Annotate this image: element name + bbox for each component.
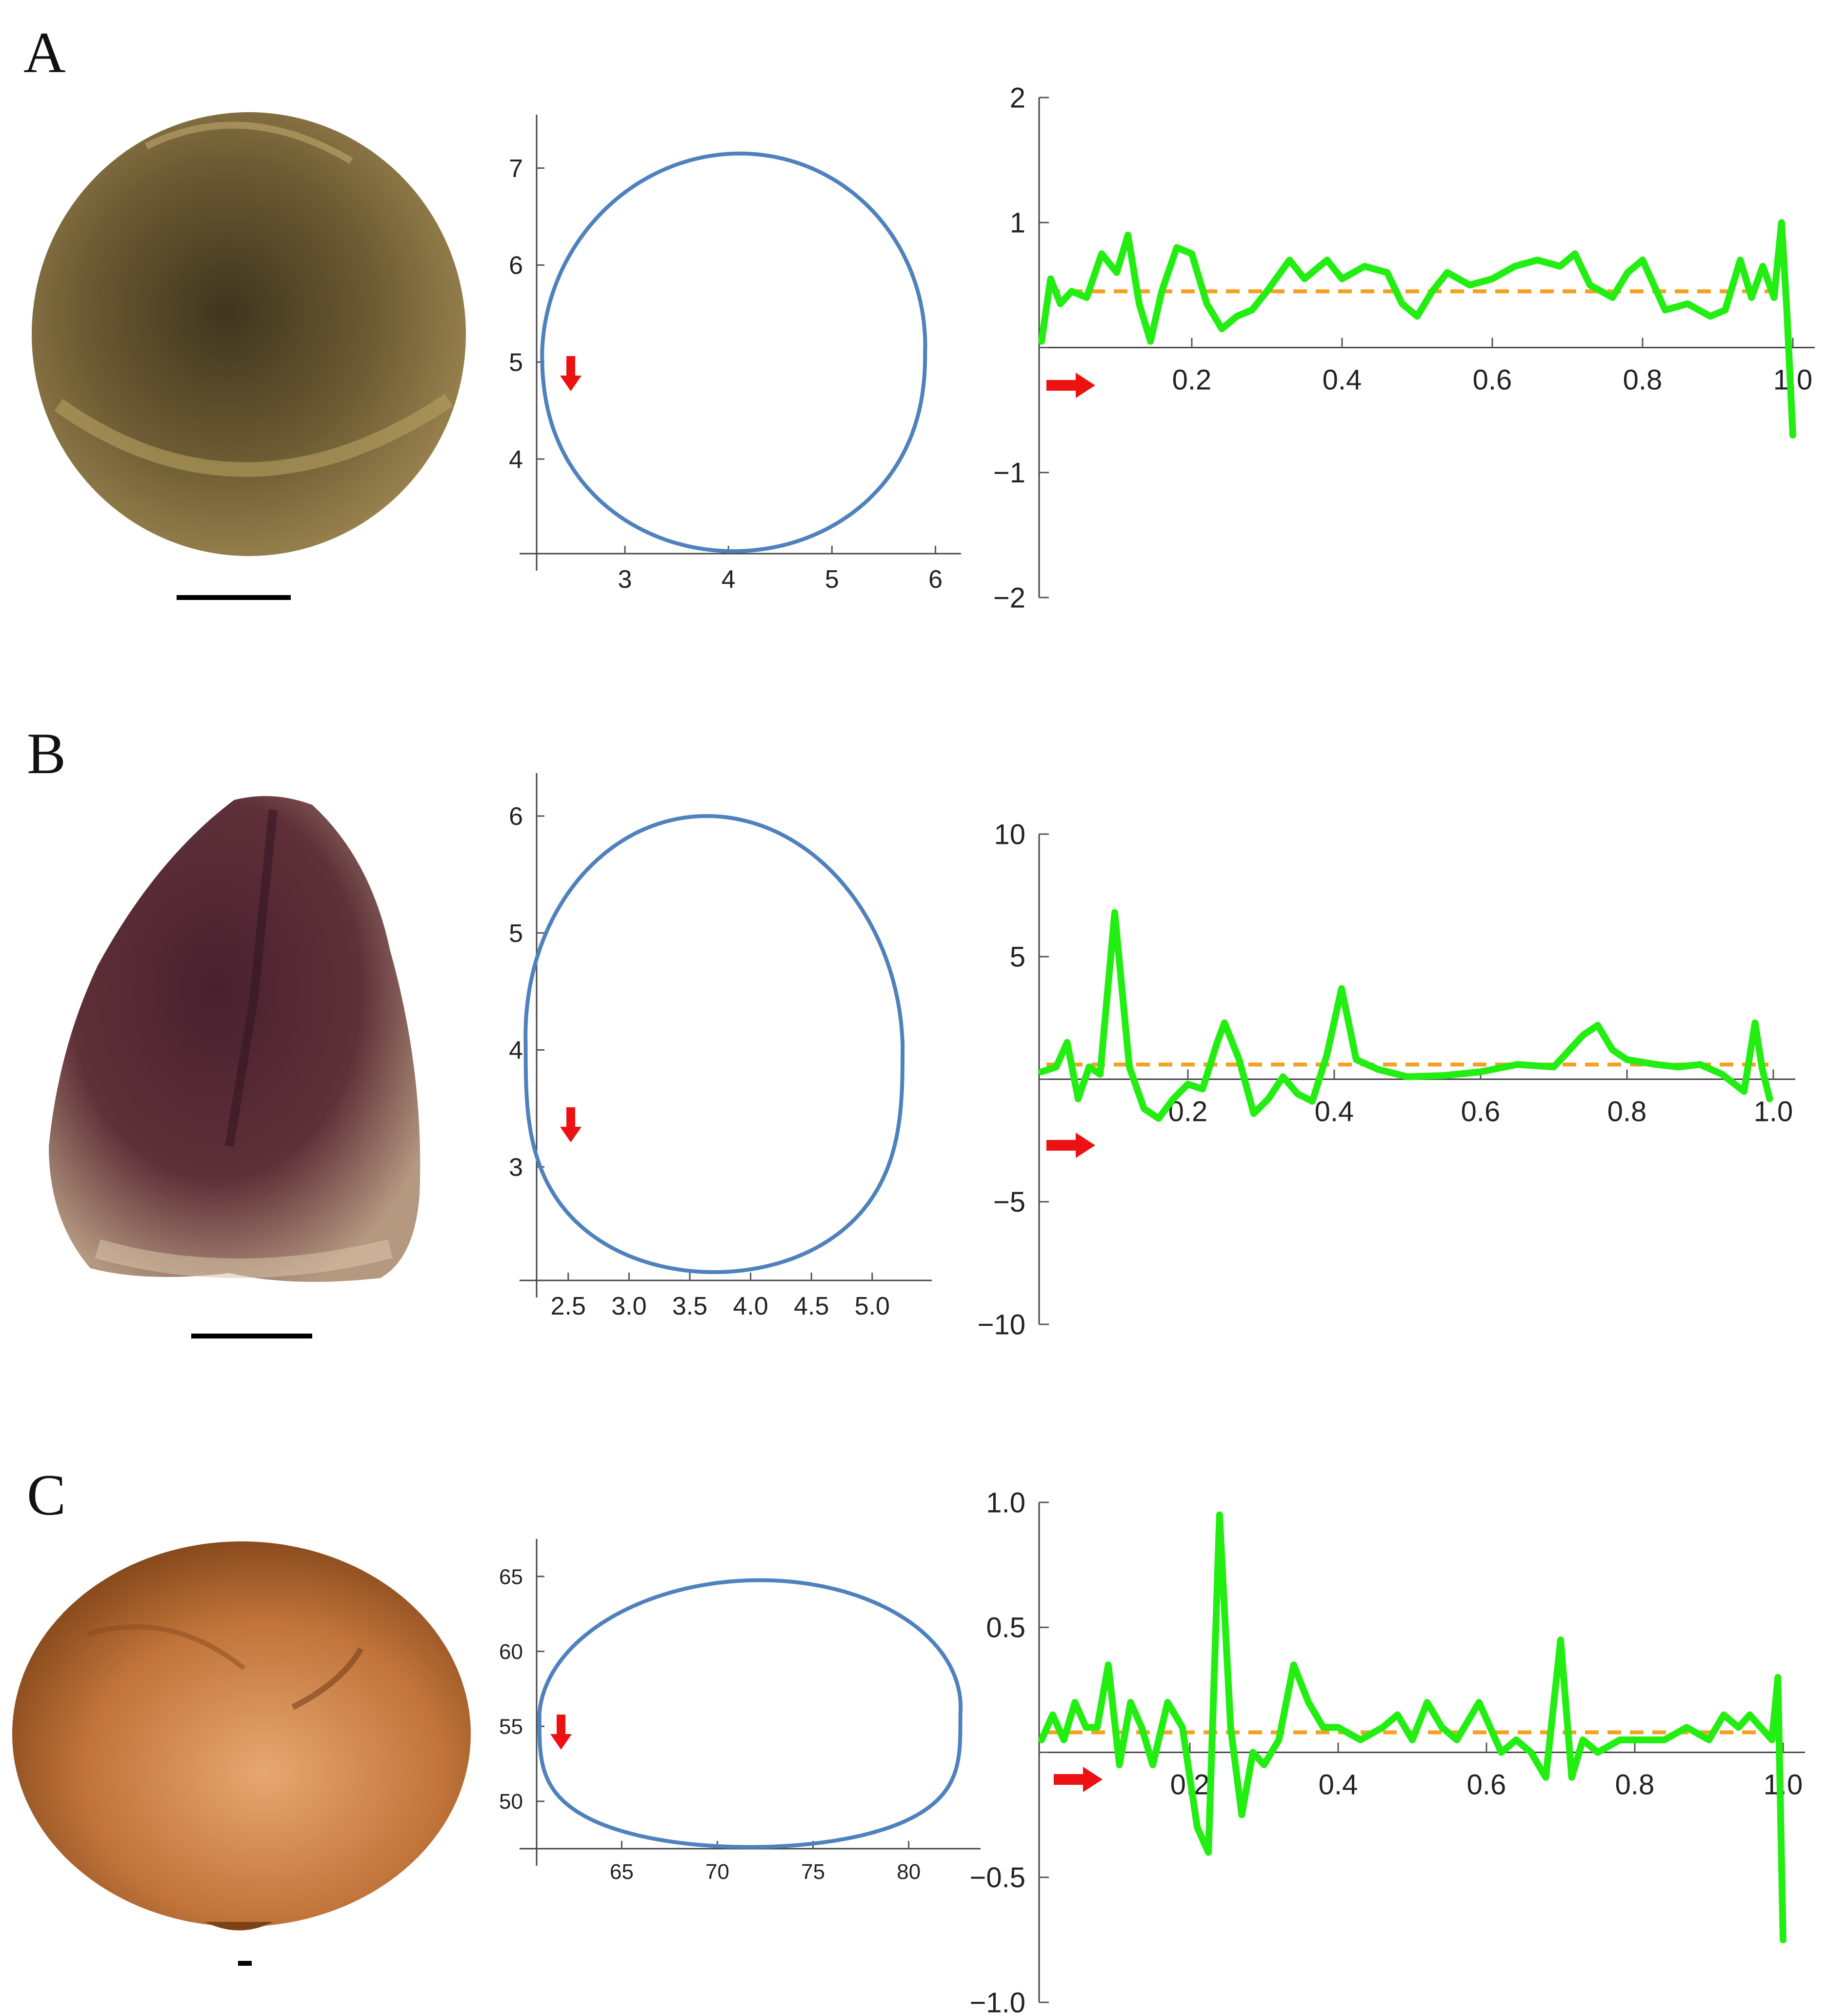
x-tick-label: 4 (722, 565, 736, 594)
y-tick-label: 4 (509, 445, 523, 474)
seed-outline-curve (537, 1578, 963, 1849)
x-tick-label: 4.5 (794, 1292, 829, 1320)
x-tick-label: 1.0 (1754, 1096, 1793, 1128)
x-tick-label: 5.0 (855, 1292, 890, 1320)
curvature-series-line (1038, 219, 1796, 439)
x-tick-label: 0.2 (1172, 364, 1212, 396)
red-arrow-right-icon (1046, 1133, 1095, 1158)
x-tick-label: 75 (801, 1860, 825, 1884)
x-tick-label: 2.5 (551, 1292, 586, 1320)
red-arrow-right-icon (1046, 373, 1095, 398)
seed-photo-c (12, 1541, 471, 1931)
curvature-plot-b: 105−5−100.2 0.4 0.6 0.8 1.0 (978, 818, 1795, 1340)
y-tick-label: 60 (499, 1640, 523, 1664)
x-tick-label: 3.5 (672, 1292, 707, 1320)
red-arrow-down-icon (560, 356, 582, 391)
outline-plot-a: 3 4 5 6 4 5 6 7 (509, 115, 961, 594)
y-tick-label: 2 (1010, 82, 1025, 114)
y-tick-label: 3 (509, 1153, 523, 1181)
x-tick-label: 3.0 (611, 1292, 646, 1320)
panel-label-a: A (23, 20, 66, 85)
outline-plot-b: 2.5 3.0 3.5 4.0 4.5 5.0 3 4 5 6 (509, 773, 932, 1320)
y-tick-label: 7 (509, 155, 523, 183)
y-tick-label: 4 (509, 1037, 523, 1065)
seed-photo-b (49, 796, 421, 1282)
y-tick-label: −2 (993, 582, 1025, 614)
x-tick-label: 4.0 (733, 1292, 768, 1320)
y-tick-label: −10 (978, 1309, 1025, 1340)
y-tick-label: 1.0 (986, 1487, 1025, 1518)
seed-outline-curve (523, 814, 905, 1274)
x-tick-label: 0.8 (1607, 1096, 1647, 1128)
red-arrow-down-icon (550, 1715, 572, 1750)
y-tick-label: −0.5 (970, 1862, 1026, 1894)
red-arrow-right-icon (1054, 1767, 1103, 1792)
curvature-series-line (1038, 1511, 1786, 1943)
x-tick-label: 70 (705, 1860, 729, 1884)
y-tick-label: 0.5 (986, 1612, 1025, 1644)
y-tick-label: −1 (993, 457, 1025, 489)
y-tick-label: 6 (509, 802, 523, 831)
seed-photo-a (32, 112, 466, 556)
y-tick-label: 10 (994, 818, 1025, 850)
panel-label-c: C (27, 1462, 66, 1527)
seed-outline-curve (540, 151, 927, 553)
x-tick-label: 0.4 (1315, 1096, 1354, 1128)
x-tick-label: 0.6 (1473, 364, 1512, 396)
x-tick-label: 0.8 (1615, 1769, 1655, 1801)
x-tick-label: 0.6 (1461, 1096, 1501, 1128)
y-tick-label: 1 (1010, 207, 1025, 239)
x-tick-label: 0.4 (1323, 364, 1362, 396)
x-tick-label: 0.4 (1319, 1769, 1358, 1801)
curvature-plot-a: 21−1−20.2 0.4 0.6 0.8 1.0 (993, 82, 1815, 614)
y-tick-label: −1.0 (970, 1987, 1026, 2016)
x-tick-label: 0.8 (1623, 364, 1663, 396)
x-tick-label: 65 (610, 1860, 634, 1884)
y-tick-label: −5 (993, 1186, 1025, 1218)
y-tick-label: 55 (499, 1715, 523, 1739)
x-tick-label: 0.6 (1467, 1769, 1506, 1801)
x-tick-label: 80 (897, 1860, 921, 1884)
curvature-series-line (1038, 909, 1773, 1122)
y-tick-label: 5 (1010, 941, 1025, 973)
curvature-plot-c: 1.00.5−0.5−1.00.2 0.4 0.6 0.8 1.0 (970, 1487, 1805, 2016)
x-tick-label: 5 (825, 565, 839, 594)
panel-label-b: B (27, 721, 66, 786)
y-tick-label: 50 (499, 1790, 523, 1814)
x-tick-label: 3 (618, 565, 632, 594)
y-tick-label: 6 (509, 252, 523, 280)
outline-plot-c: 65 70 75 80 50 55 60 65 (499, 1539, 981, 1884)
x-tick-label: 6 (928, 565, 943, 594)
red-arrow-down-icon (560, 1107, 582, 1142)
y-tick-label: 65 (499, 1565, 523, 1589)
y-tick-label: 5 (509, 348, 523, 377)
y-tick-label: 5 (509, 919, 523, 948)
